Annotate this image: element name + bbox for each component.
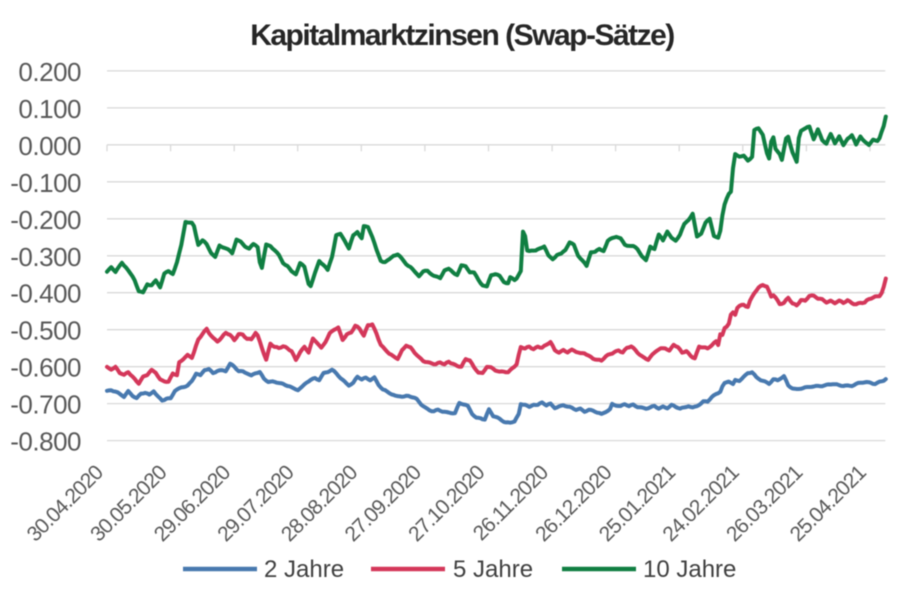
svg-text:0.100: 0.100 xyxy=(18,94,81,124)
svg-text:-0.400: -0.400 xyxy=(10,279,81,309)
svg-text:10 Jahre: 10 Jahre xyxy=(643,556,736,583)
svg-text:0.000: 0.000 xyxy=(18,131,81,161)
svg-text:5 Jahre: 5 Jahre xyxy=(453,556,533,583)
svg-text:-0.300: -0.300 xyxy=(10,242,81,272)
svg-text:-0.600: -0.600 xyxy=(10,353,81,383)
svg-text:0.200: 0.200 xyxy=(18,57,81,87)
svg-text:-0.200: -0.200 xyxy=(10,205,81,235)
svg-text:-0.500: -0.500 xyxy=(10,316,81,346)
svg-text:-0.700: -0.700 xyxy=(10,390,81,420)
svg-text:Kapitalmarktzinsen (Swap-Sätze: Kapitalmarktzinsen (Swap-Sätze) xyxy=(250,19,674,52)
svg-text:-0.100: -0.100 xyxy=(10,168,81,198)
svg-text:-0.800: -0.800 xyxy=(10,427,81,457)
svg-text:2 Jahre: 2 Jahre xyxy=(264,556,344,583)
